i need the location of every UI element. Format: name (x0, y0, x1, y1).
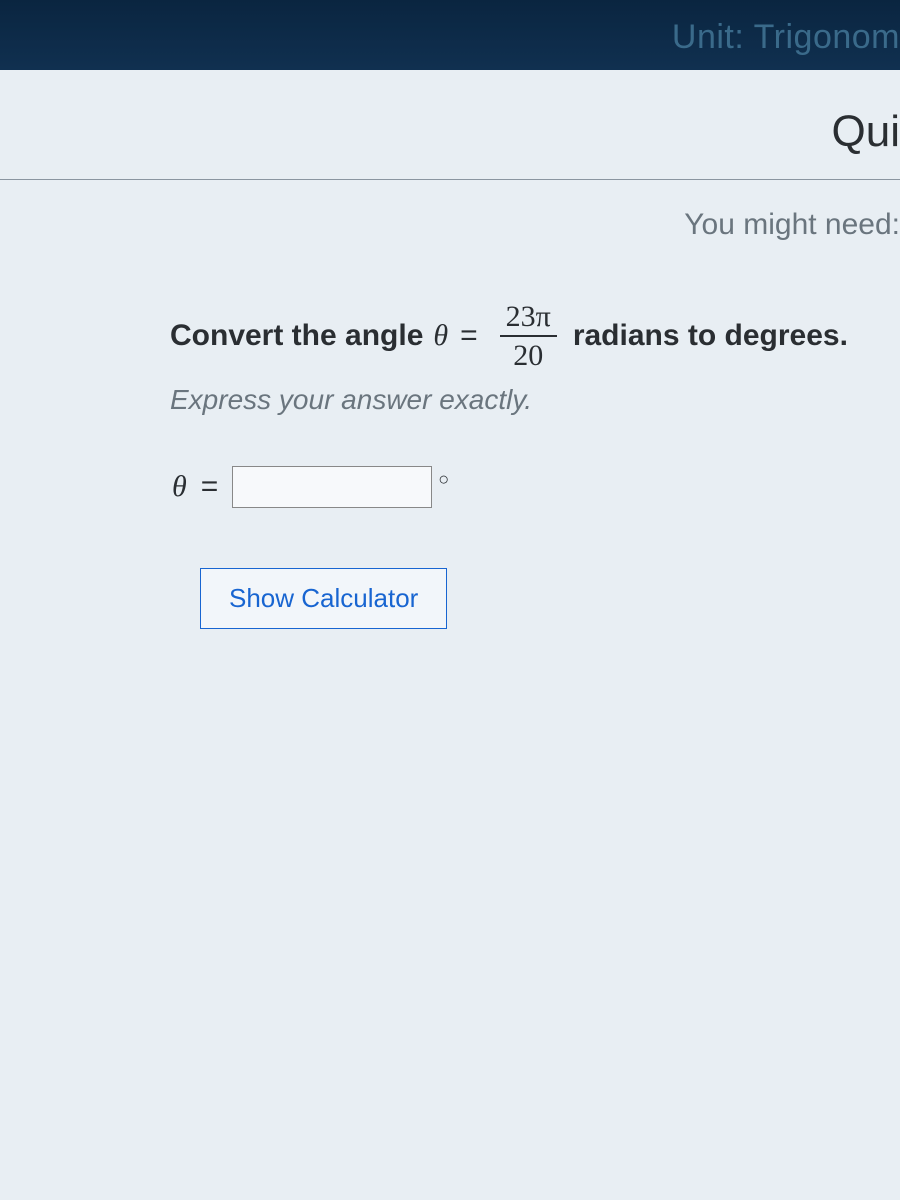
fraction-numerator: 23π (500, 300, 557, 337)
fraction: 23π 20 (500, 300, 557, 372)
answer-input[interactable] (232, 466, 432, 508)
degree-symbol-icon: ○ (438, 469, 449, 490)
question-prefix: Convert the angle (170, 319, 423, 353)
theta-variable: θ (433, 319, 448, 353)
quiz-title-bar: Qui (0, 70, 900, 180)
you-might-need-text: You might need: (684, 208, 900, 242)
equals-sign: = (460, 319, 478, 353)
unit-title: Unit: Trigonom (672, 18, 900, 57)
top-nav-bar: Unit: Trigonom (0, 0, 900, 70)
content-area: Convert the angle θ = 23π 20 radians to … (0, 270, 900, 1200)
question-suffix: radians to degrees. (573, 319, 848, 353)
answer-theta: θ (172, 470, 187, 504)
answer-equals: = (201, 470, 219, 504)
show-calculator-button[interactable]: Show Calculator (200, 568, 447, 629)
question-text: Convert the angle θ = 23π 20 radians to … (170, 300, 900, 372)
instruction-text: Express your answer exactly. (170, 384, 900, 416)
quiz-title: Qui (832, 107, 900, 157)
fraction-denominator: 20 (513, 337, 543, 372)
you-might-need-bar: You might need: (0, 180, 900, 270)
answer-row: θ = ○ (172, 466, 900, 508)
